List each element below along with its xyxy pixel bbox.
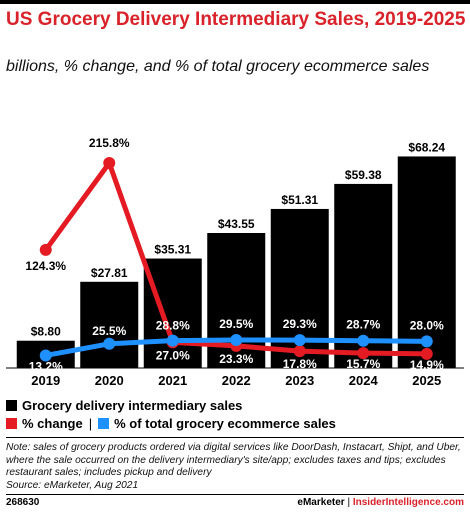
legend-row-bar: Grocery delivery intermediary sales [6,396,466,414]
legend-label-bar: Grocery delivery intermediary sales [22,397,243,413]
change-label-2024: 15.7% [346,357,380,371]
change-point-2023 [293,345,306,358]
top-rule [0,0,470,4]
note-text: Note: sales of grocery products ordered … [6,442,461,479]
share-label-2019: 13.2% [29,359,63,373]
share-label-2025: 28.0% [410,318,444,332]
legend-swatch-share [98,417,110,429]
share-point-2020 [103,337,116,350]
chart: $8.80 2019 $27.81 2020 $35.31 2021 $43.55 2022 $… [6,136,464,388]
change-label-2019: 124.3% [25,259,66,273]
change-point-2020 [103,156,116,169]
share-label-2022: 29.5% [219,317,253,331]
change-label-2025: 14.9% [410,358,444,372]
legend-label-share: % of total grocery ecommerce sales [114,415,336,431]
share-point-2023 [293,334,306,347]
change-label-2023: 17.8% [283,357,317,371]
change-label-2021: 27.0% [156,348,190,362]
bar-value-label-2020: $27.81 [91,266,128,280]
legend-swatch-change [6,417,17,429]
legend-separator: | [88,415,93,431]
change-label-2020: 215.8% [89,136,130,150]
legend-swatch-bar [6,399,17,411]
lines-layer [39,156,433,362]
change-label-2022: 23.3% [219,352,253,366]
share-label-2021: 28.8% [156,319,190,333]
share-point-2025 [420,335,433,348]
note-divider [6,437,464,438]
x-tick-label-2024: 2024 [349,373,379,388]
bar-value-label-2023: $51.31 [281,193,318,207]
source-text: Source: eMarketer, Aug 2021 [6,479,139,491]
change-point-2025 [420,347,433,360]
x-tick-label-2020: 2020 [95,373,124,388]
note-block: Note: sales of grocery products ordered … [6,442,466,492]
brand-emarketer: eMarketer [297,497,345,508]
chart-title: US Grocery Delivery Intermediary Sales, … [6,9,466,30]
footer-divider [6,494,464,495]
bar-value-label-2019: $8.80 [31,325,61,339]
share-point-2024 [357,334,370,347]
brand-insider-intelligence: InsiderIntelligence.com [352,497,464,508]
share-label-2024: 28.7% [346,318,380,332]
bar-2020 [80,281,139,368]
bar-2021 [143,258,202,368]
legend-label-change: % change [22,415,83,431]
x-tick-label-2025: 2025 [412,373,441,388]
brand: eMarketer | InsiderIntelligence.com [297,497,464,508]
chart-id: 268630 [6,497,40,508]
bar-value-label-2024: $59.38 [345,168,382,182]
share-label-2023: 29.3% [283,317,317,331]
change-point-2024 [357,347,370,360]
x-tick-label-2019: 2019 [31,373,60,388]
share-label-2020: 25.5% [92,324,126,338]
share-point-2022 [230,333,243,346]
bar-value-label-2025: $68.24 [408,140,445,154]
share-point-2019 [39,349,52,362]
change-point-2019 [39,243,52,256]
x-tick-label-2021: 2021 [158,373,187,388]
legend-row-lines: % change | % of total grocery ecommerce … [6,414,466,432]
brand-separator: | [347,497,351,508]
x-tick-label-2023: 2023 [285,373,314,388]
bar-value-label-2021: $35.31 [154,243,191,257]
labels-layer: $8.80 2019 $27.81 2020 $35.31 2021 $43.55 2022 $… [25,136,445,388]
bar-2025 [397,156,456,368]
bar-value-label-2022: $43.55 [218,217,255,231]
share-point-2021 [166,334,179,347]
legend: Grocery delivery intermediary sales % ch… [6,396,466,432]
chart-subtitle: billions, % change, and % of total groce… [6,58,430,75]
x-tick-label-2022: 2022 [222,373,251,388]
